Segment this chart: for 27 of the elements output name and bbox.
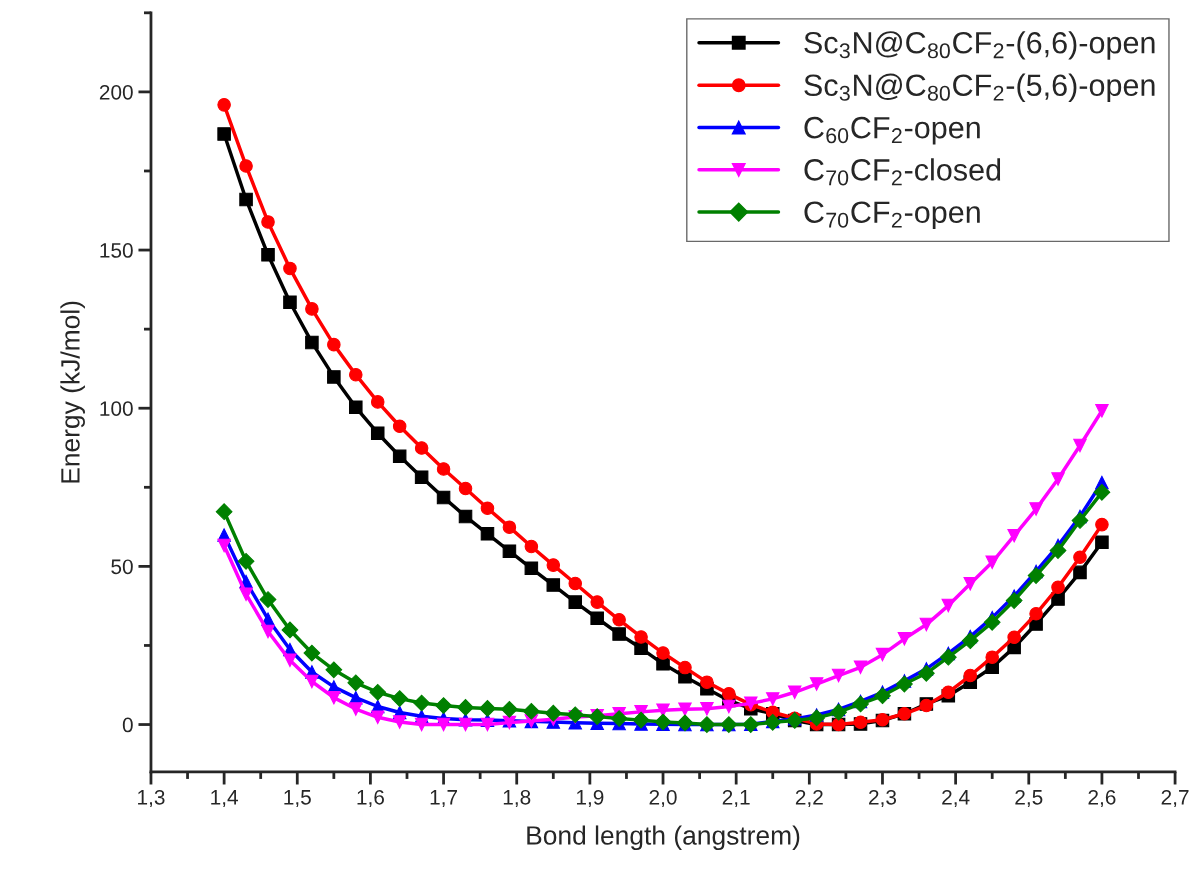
- x-tick-label: 2,5: [1015, 789, 1043, 808]
- y-tick-label: 150: [100, 243, 133, 258]
- x-tick-label: 2,0: [649, 789, 677, 808]
- x-tick-label: 1,8: [503, 789, 531, 808]
- x-tick-label: 1,7: [430, 790, 458, 808]
- x-axis-title: Bond length (angstrem): [527, 825, 800, 851]
- x-tick-label: 2,7: [1161, 789, 1189, 808]
- x-tick-label: 2,2: [795, 789, 823, 808]
- legend-label: C$_{70}$CF$_{2}$-closed: [804, 158, 1001, 186]
- x-tick-label: 1,5: [284, 790, 311, 808]
- legend-label: Sc$_{3}$N@C$_{80}$CF$_{2}$-(5,6)-open: [804, 73, 1155, 103]
- x-tick-label: 1,9: [576, 789, 604, 808]
- x-tick-label: 1,4: [211, 790, 238, 808]
- x-tick-label: 2,3: [869, 789, 897, 808]
- y-tick-label: 200: [99, 84, 133, 100]
- x-tick-label: 1,6: [357, 789, 384, 808]
- x-tick-label: 1,3: [138, 789, 165, 808]
- y-tick-label: 0: [122, 717, 133, 733]
- legend-label: C$_{60}$CF$_{2}$-open: [804, 116, 980, 145]
- x-tick-label: 2,6: [1088, 789, 1116, 808]
- y-tick-label: 50: [111, 559, 133, 575]
- x-tick-label: 2,1: [722, 789, 750, 808]
- x-tick-label: 2,4: [942, 789, 970, 808]
- y-axis-title: Energy (kJ/mol): [60, 301, 85, 483]
- y-tick-label: 100: [100, 401, 133, 416]
- legend-label: C$_{70}$CF$_{2}$-open: [804, 201, 980, 230]
- legend-label: Sc$_{3}$N@C$_{80}$CF$_{2}$-(6,6)-open: [804, 31, 1155, 60]
